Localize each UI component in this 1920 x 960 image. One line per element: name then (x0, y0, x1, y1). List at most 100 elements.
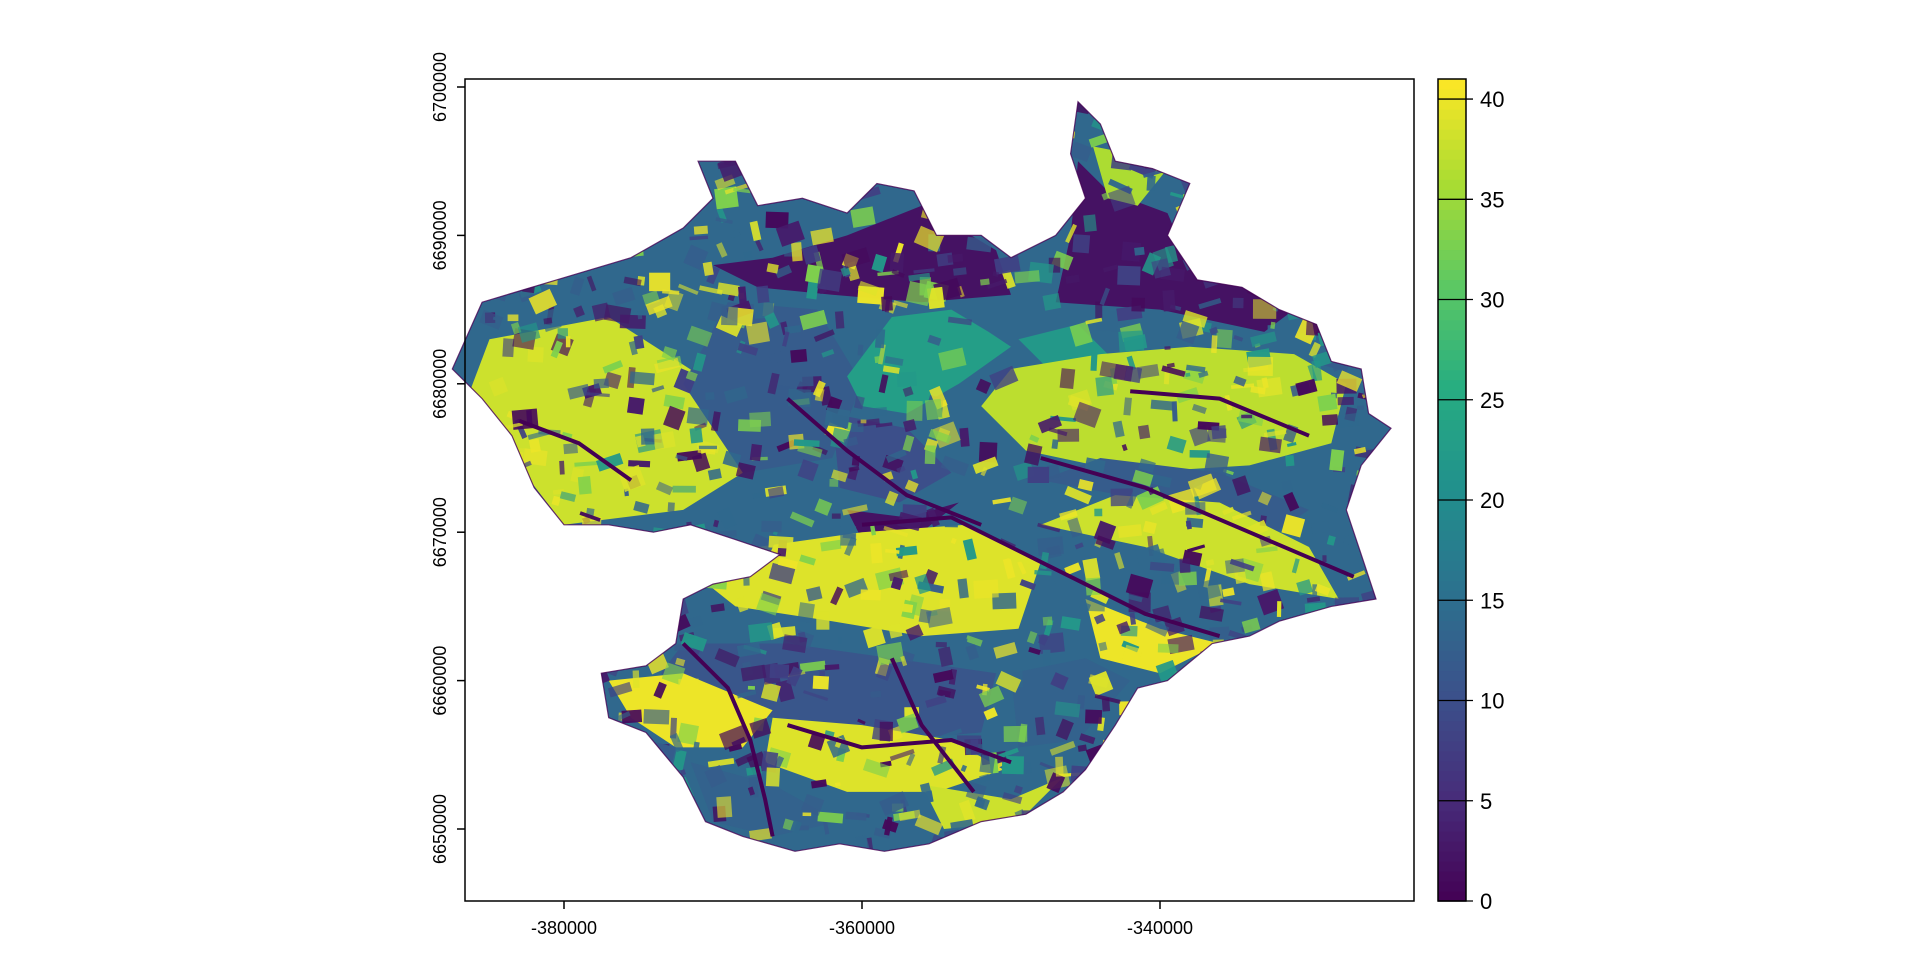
colorbar-segment (1438, 700, 1466, 712)
colorbar-segment (1438, 259, 1466, 271)
colorbar-segment (1438, 149, 1466, 160)
raster-zone (921, 777, 1064, 829)
colorbar-segment (1438, 129, 1466, 140)
colorbar-segment (1438, 680, 1466, 692)
x-axis: -380000 -360000 -340000 (531, 901, 1193, 938)
colorbar-segment (1438, 520, 1466, 531)
colorbar-segment (1438, 650, 1466, 662)
colorbar-tick-label: 30 (1480, 288, 1504, 313)
colorbar-segment (1438, 449, 1466, 461)
colorbar-segment (1438, 389, 1466, 401)
colorbar-segment (1438, 319, 1466, 331)
colorbar-segment (1438, 590, 1466, 601)
colorbar-segment (1438, 810, 1466, 822)
colorbar-segment (1438, 119, 1466, 130)
colorbar-segment (1438, 429, 1466, 441)
y-tick-label: 6700000 (430, 52, 450, 122)
colorbar-segment (1438, 720, 1466, 732)
x-tick-label: -340000 (1127, 918, 1193, 938)
colorbar-segment (1438, 289, 1466, 301)
colorbar-segment (1438, 690, 1466, 702)
colorbar-segment (1438, 159, 1466, 170)
colorbar-segment (1438, 530, 1466, 541)
colorbar-segment (1438, 419, 1466, 431)
colorbar-segment (1438, 169, 1466, 180)
y-axis: 6650000 6660000 6670000 6680000 6690000 67000… (430, 52, 465, 864)
colorbar-segment (1438, 670, 1466, 682)
colorbar-segment (1438, 239, 1466, 251)
colorbar-segment (1438, 459, 1466, 471)
region-outline (451, 100, 1392, 852)
colorbar-segment (1438, 840, 1466, 852)
colorbar-segment (1438, 640, 1466, 651)
colorbar-segment (1438, 139, 1466, 150)
colorbar-segment (1438, 550, 1466, 561)
stream-line (786, 723, 1012, 765)
colorbar-segment (1438, 399, 1466, 411)
colorbar-tick-label: 20 (1480, 488, 1504, 513)
colorbar-segment (1438, 610, 1466, 621)
colorbar-segment (1438, 710, 1466, 722)
colorbar-segment (1438, 570, 1466, 581)
raster-zone (1085, 599, 1220, 674)
y-tick-label: 6690000 (430, 200, 450, 270)
colorbar-segment (1438, 800, 1466, 812)
colorbar-tick-label: 40 (1480, 87, 1504, 112)
colorbar-segment (1438, 369, 1466, 381)
stream-lines (518, 389, 1355, 837)
y-tick-label: 6660000 (430, 646, 450, 716)
colorbar-segment (1438, 199, 1466, 210)
colorbar-segment (1438, 540, 1466, 551)
colorbar-segment (1438, 179, 1466, 190)
colorbar-segment (1438, 309, 1466, 321)
raster-zone (608, 673, 773, 748)
x-tick-label: -380000 (531, 918, 597, 938)
colorbar-segment (1438, 850, 1466, 862)
colorbar-segment (1438, 730, 1466, 742)
colorbar-segment (1438, 209, 1466, 220)
colorbar-tick-label: 35 (1480, 187, 1504, 212)
colorbar-segment (1438, 790, 1466, 802)
colorbar-segment (1438, 880, 1466, 892)
colorbar-segment (1438, 830, 1466, 842)
colorbar-segment (1438, 760, 1466, 772)
raster-zone (847, 309, 1011, 414)
colorbar-segment (1438, 660, 1466, 672)
colorbar-segment (1438, 750, 1466, 762)
stream-line (786, 397, 982, 527)
stream-line (889, 657, 976, 794)
colorbar-segment (1438, 189, 1466, 200)
colorbar-segment (1438, 279, 1466, 291)
colorbar-segment (1438, 820, 1466, 832)
colorbar-segment (1438, 560, 1466, 571)
stream-line (1130, 389, 1310, 438)
colorbar-segment (1438, 479, 1466, 491)
colorbar-segment (1438, 269, 1466, 281)
colorbar-segment (1438, 99, 1466, 110)
y-tick-label: 6680000 (430, 349, 450, 419)
colorbar-segment (1438, 409, 1466, 421)
colorbar-segment (1438, 500, 1466, 511)
raster-zone (467, 317, 743, 525)
colorbar-tick-label: 0 (1480, 889, 1492, 914)
colorbar-segment (1438, 89, 1466, 100)
colorbar-segment (1438, 490, 1466, 501)
colorbar-segment (1438, 339, 1466, 351)
colorbar-segment (1438, 469, 1466, 481)
colorbar-legend: 0 5 10 15 20 25 30 35 40 (1437, 78, 1504, 914)
colorbar-segment (1438, 580, 1466, 591)
stream-line (1040, 456, 1355, 579)
colorbar-tick-label: 5 (1480, 789, 1492, 814)
colorbar-segment (1438, 299, 1466, 311)
colorbar-segment (1438, 109, 1466, 120)
colorbar-segment (1438, 620, 1466, 631)
colorbar-segment (1438, 219, 1466, 230)
colorbar-segment (1438, 870, 1466, 882)
x-tick-label: -360000 (829, 918, 895, 938)
colorbar-tick-label: 25 (1480, 388, 1504, 413)
colorbar-segment (1438, 329, 1466, 341)
y-tick-label: 6670000 (430, 497, 450, 567)
raster-layer (452, 101, 1391, 852)
colorbar-tick-label: 10 (1480, 689, 1504, 714)
